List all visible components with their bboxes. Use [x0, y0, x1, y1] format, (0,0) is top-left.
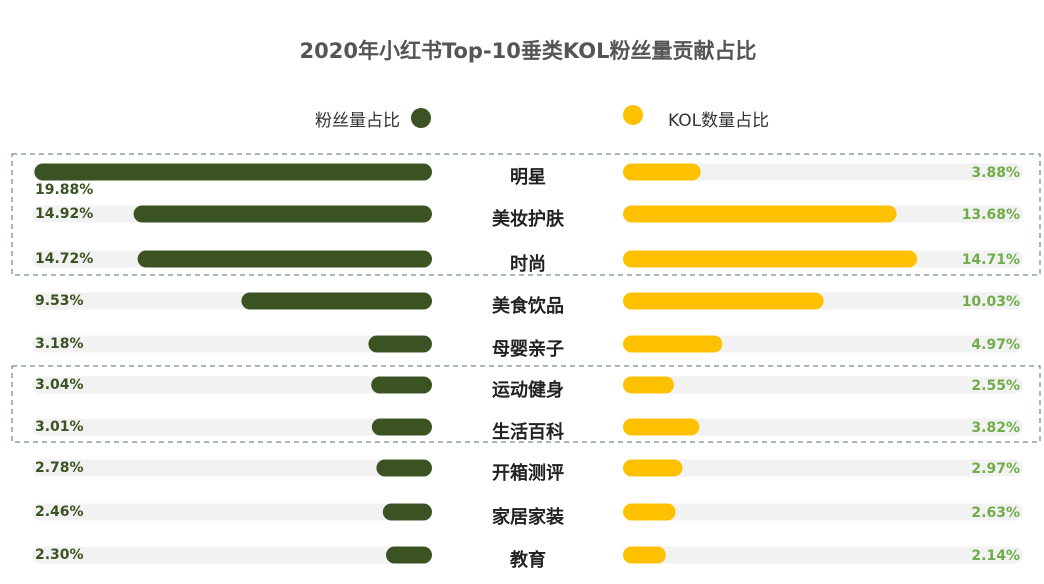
value-label: 2.78% [35, 460, 84, 476]
bar-track [32, 376, 432, 394]
bar [623, 459, 683, 477]
bar-track [32, 459, 432, 477]
legend-marker [623, 105, 643, 125]
bar-track [32, 503, 432, 521]
category-label: 开箱测评 [492, 462, 564, 484]
category-label: 明星 [510, 167, 546, 188]
value-label: 2.46% [35, 504, 84, 520]
value-label: 2.97% [971, 461, 1020, 477]
bar [368, 335, 432, 353]
value-label: 3.01% [35, 419, 84, 435]
bar [376, 459, 432, 477]
legend-label: KOL数量占比 [668, 111, 769, 131]
bar-track [32, 546, 432, 564]
value-label: 4.97% [971, 337, 1020, 353]
bar [386, 546, 432, 564]
category-label: 家居家装 [492, 506, 564, 528]
value-label: 10.03% [962, 294, 1020, 310]
bar [133, 205, 432, 223]
bar-track [623, 335, 1023, 353]
bar-track [623, 163, 1023, 181]
value-label: 2.14% [971, 548, 1020, 564]
bar [623, 376, 674, 394]
value-label: 3.88% [971, 165, 1020, 181]
category-label: 母婴亲子 [492, 338, 564, 360]
value-label: 14.92% [35, 206, 93, 222]
bar-track [623, 418, 1023, 436]
legend-marker [411, 108, 431, 128]
category-label: 美妆护肤 [492, 208, 565, 230]
value-label: 9.53% [35, 293, 84, 309]
bar [371, 418, 432, 436]
value-label: 14.71% [962, 252, 1020, 268]
bar-track [623, 546, 1023, 564]
category-label: 教育 [510, 549, 546, 571]
bar [623, 546, 666, 564]
highlight-box [11, 153, 1041, 276]
bar-track [32, 335, 432, 353]
legend-label: 粉丝量占比 [315, 111, 400, 131]
value-label: 3.18% [35, 336, 84, 352]
value-label: 14.72% [35, 251, 93, 267]
category-label: 美食饮品 [492, 295, 564, 317]
category-label: 时尚 [510, 253, 546, 275]
category-label: 运动健身 [492, 379, 564, 401]
bar-track [623, 503, 1023, 521]
value-label: 2.30% [35, 547, 84, 563]
value-label: 2.63% [971, 505, 1020, 521]
bar [382, 503, 432, 521]
bar [137, 250, 432, 268]
value-label: 2.55% [971, 378, 1020, 394]
value-label: 13.68% [962, 207, 1020, 223]
value-label: 3.04% [35, 377, 84, 393]
value-label: 3.82% [971, 420, 1020, 436]
highlight-box [11, 365, 1041, 443]
bar-track [623, 459, 1023, 477]
chart-title: 2020年小红书Top-10垂类KOL粉丝量贡献占比 [300, 39, 757, 63]
value-label: 19.88% [35, 182, 93, 198]
bar [623, 205, 897, 223]
bar [623, 250, 918, 268]
bar-track [32, 418, 432, 436]
bar [623, 418, 700, 436]
bar [623, 163, 701, 181]
bar [241, 292, 432, 310]
bar [371, 376, 432, 394]
bar [34, 163, 433, 181]
category-label: 生活百科 [492, 421, 564, 443]
bar [623, 503, 676, 521]
bar [623, 292, 824, 310]
bar-track [623, 376, 1023, 394]
bar [623, 335, 723, 353]
